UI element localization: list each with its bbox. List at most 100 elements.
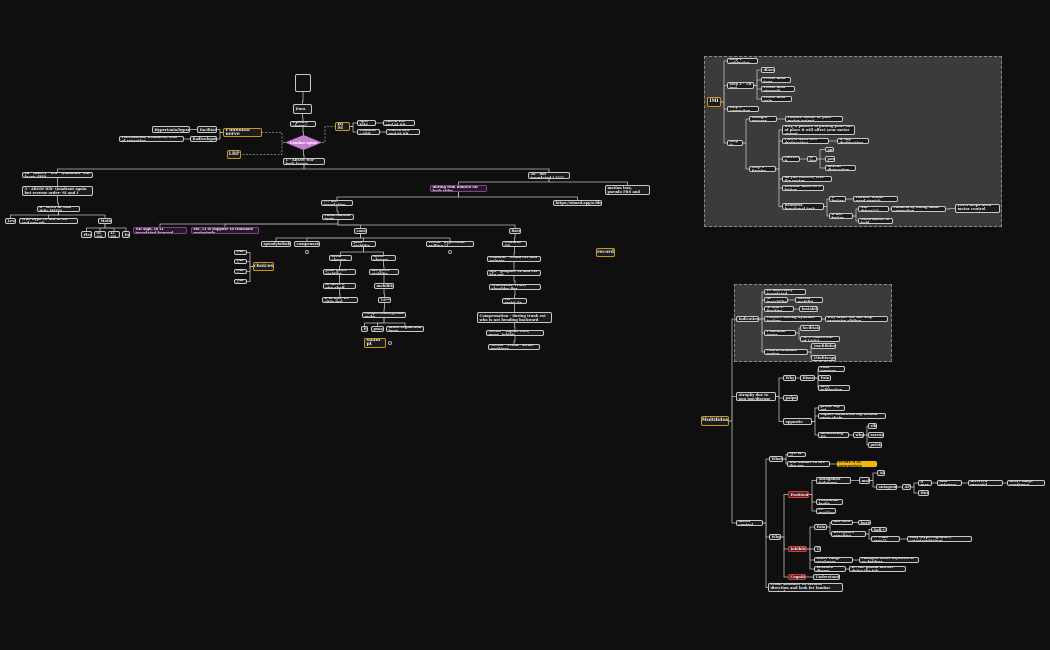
node-ifnb[interactable]: if not better [829, 213, 853, 219]
node-tp[interactable]: thought process [749, 116, 777, 122]
node-pfs[interactable]: Pelvic floor strength [761, 86, 795, 92]
node-sil[interactable]: SI and L Positive [764, 306, 794, 312]
node-opened[interactable]: Opened closer? [290, 121, 316, 127]
node-refire[interactable]: re-fire it as appropriate [837, 461, 877, 467]
node-fi[interactable]: FI position [816, 508, 836, 514]
node-whyq[interactable]: Why? [769, 534, 781, 540]
node-comp[interactable]: compensation [294, 241, 320, 247]
node-ie[interactable]: Ie: the global mu are doing the job [849, 566, 906, 572]
node-clos[interactable]: Closure during dynamic testing [764, 316, 822, 322]
node-whyd[interactable]: why didnt the mu stop excessive sliding [825, 316, 888, 322]
node-gmax[interactable]: g max [918, 480, 932, 486]
node-heart[interactable]: heart shape syndrome [1007, 480, 1045, 486]
node-ifb[interactable]: if better [829, 196, 846, 202]
node-tmul[interactable]: (multifidus) [811, 343, 836, 349]
node-inner[interactable]: Inner range weakness [814, 557, 853, 563]
node-why3[interactable]: why [853, 432, 864, 438]
node-confsb[interactable]: Confirm - SB [502, 241, 527, 247]
node-pudn[interactable]: Pudendal nerve [764, 330, 796, 336]
node-f4[interactable]: TA - resist Ex [502, 298, 527, 304]
node-motions[interactable]: Motions [98, 218, 112, 224]
node-need[interactable]: Need motor to hold [858, 218, 893, 224]
node-s2[interactable]: step 2 - TB test [727, 82, 754, 89]
node-mobil[interactable]: mobilities [374, 283, 394, 289]
node-fatty[interactable]: fatty infiltration [818, 385, 850, 391]
node-compr[interactable]: compression/global mobs [362, 312, 406, 318]
node-f3[interactable]: Multifidus: resist shoulder flex [489, 284, 541, 290]
node-level[interactable]: Level [5, 218, 16, 224]
node-record[interactable]: record [596, 248, 615, 257]
node-mf[interactable]: Multifidus [701, 416, 729, 426]
node-ap2[interactable]: AP [902, 484, 911, 490]
node-pares[interactable]: Paresthesia, weakness, loss of sensation [119, 136, 184, 142]
node-a4[interactable]: 4 - ROM in Non WB- FHYM [37, 206, 80, 212]
node-notd[interactable]: Not driver??? [858, 206, 889, 212]
node-dura[interactable]: Dura [293, 104, 312, 114]
node-choices[interactable]: choices [253, 262, 274, 271]
node-f6[interactable]: Vector - supine ERS, move, inhibit [486, 330, 544, 336]
node-ups[interactable]: if in ups, LS slide fwd [322, 297, 358, 303]
link-icon[interactable] [388, 341, 392, 345]
node-spondy[interactable]: spondylolisthesis [261, 241, 291, 247]
node-s3[interactable]: step 3 - correction [727, 106, 759, 112]
node-learned[interactable]: Learned disuse [814, 566, 846, 572]
node-pf[interactable]: Positional faults [816, 499, 843, 505]
node-why2[interactable]: Why [783, 375, 796, 381]
node-sisb[interactable]: SI SB [94, 231, 106, 238]
node-lbp[interactable]: LBP [227, 150, 241, 159]
node-transl[interactable]: ??? are translation [321, 200, 353, 206]
node-f1[interactable]: Confirm - trunk ext and palpate [487, 256, 541, 262]
node-palp[interactable]: palpate [783, 395, 798, 401]
node-multi[interactable]: multi segmental hypo [386, 326, 424, 332]
node-pain2[interactable]: Pain [814, 524, 827, 530]
node-s4[interactable]: step 4- [727, 140, 743, 146]
node-unable[interactable]: But unable to fire the mu [787, 461, 830, 467]
node-confirm[interactable]: confirmation tests [322, 214, 354, 220]
node-truehypo[interactable]: True hypo-to-diff in wb and non wb [19, 218, 78, 224]
node-rel[interactable]: Release until 30% better [782, 185, 824, 191]
node-subj[interactable]: subj (hypervigilance, catastrophizing) [907, 536, 972, 542]
node-why1[interactable]: why, if passive is pulling joint out of … [782, 125, 855, 135]
node-f5[interactable]: Compensation - during trunk ext who is n… [477, 312, 552, 323]
node-pos[interactable]: Positioning [788, 491, 809, 498]
node-mon[interactable]: monitoring ES [818, 432, 849, 438]
link-icon[interactable] [448, 250, 452, 254]
node-lom[interactable]: lom grippers [937, 480, 962, 486]
node-test[interactable]: test opposite mu [783, 418, 812, 425]
node-extli[interactable]: ext, LI is suppose to translate posterio… [191, 227, 259, 234]
node-empty[interactable] [295, 74, 311, 92]
node-s1[interactable]: step 1 - subjective [727, 58, 758, 64]
node-atro[interactable]: Atrophy due to non use/disease [736, 392, 776, 401]
node-checkext[interactable]: check Ext and SI SB [383, 120, 415, 126]
node-mugives[interactable]: mu gives stability [369, 269, 399, 275]
node-what[interactable]: What [769, 456, 783, 462]
node-reas[interactable]: Reassess functional task [782, 203, 824, 210]
node-f7[interactable]: Vector - Prone- stride positions [488, 344, 540, 350]
node-inh[interactable]: Inhibition [788, 546, 807, 552]
node-mult[interactable]: mult [859, 477, 870, 484]
node-flex[interactable]: Flex [81, 231, 92, 238]
node-https[interactable]: https://ximed.app/e/8bc0c [553, 200, 602, 206]
node-thiswill[interactable]: this will cause all motion loss, pseudo … [605, 185, 650, 195]
node-iehip[interactable]: ie hip dysfunction [837, 138, 869, 144]
node-p30[interactable]: 30% comes out of LS/S4 [800, 336, 840, 342]
node-pud[interactable]: Pudendal nerve [223, 128, 262, 137]
node-prone[interactable]: prone hip ext [818, 405, 845, 411]
node-causes[interactable]: causes [354, 228, 367, 234]
node-poorstab[interactable]: poor stability [351, 241, 376, 247]
node-facil[interactable]: Facilitated [197, 126, 217, 133]
node-yes[interactable]: yes it helps need motor control assessme… [955, 204, 1000, 213]
link-icon[interactable] [305, 250, 309, 254]
node-ant[interactable]: ant [825, 147, 834, 152]
node-spri[interactable]: Spri - FHS [357, 120, 376, 126]
node-radic[interactable]: Radiculopathy [190, 136, 217, 142]
node-imi[interactable]: IMI [707, 97, 721, 107]
node-lisb[interactable]: LI SB [108, 231, 120, 238]
node-vice[interactable]: is there a vice shelf [323, 283, 356, 289]
node-f2[interactable]: Apt- (palpate SI and ext hip out [487, 270, 541, 276]
node-sii[interactable]: SI instability [764, 297, 788, 303]
node-pt[interactable]: Passive tissue or poor motor output [785, 116, 843, 122]
node-pft[interactable]: Pelvic floor tone [761, 77, 791, 83]
node-lumbar[interactable]: Lumbar spine [285, 135, 322, 150]
node-pa[interactable]: ?? Pain area?? [871, 536, 900, 542]
